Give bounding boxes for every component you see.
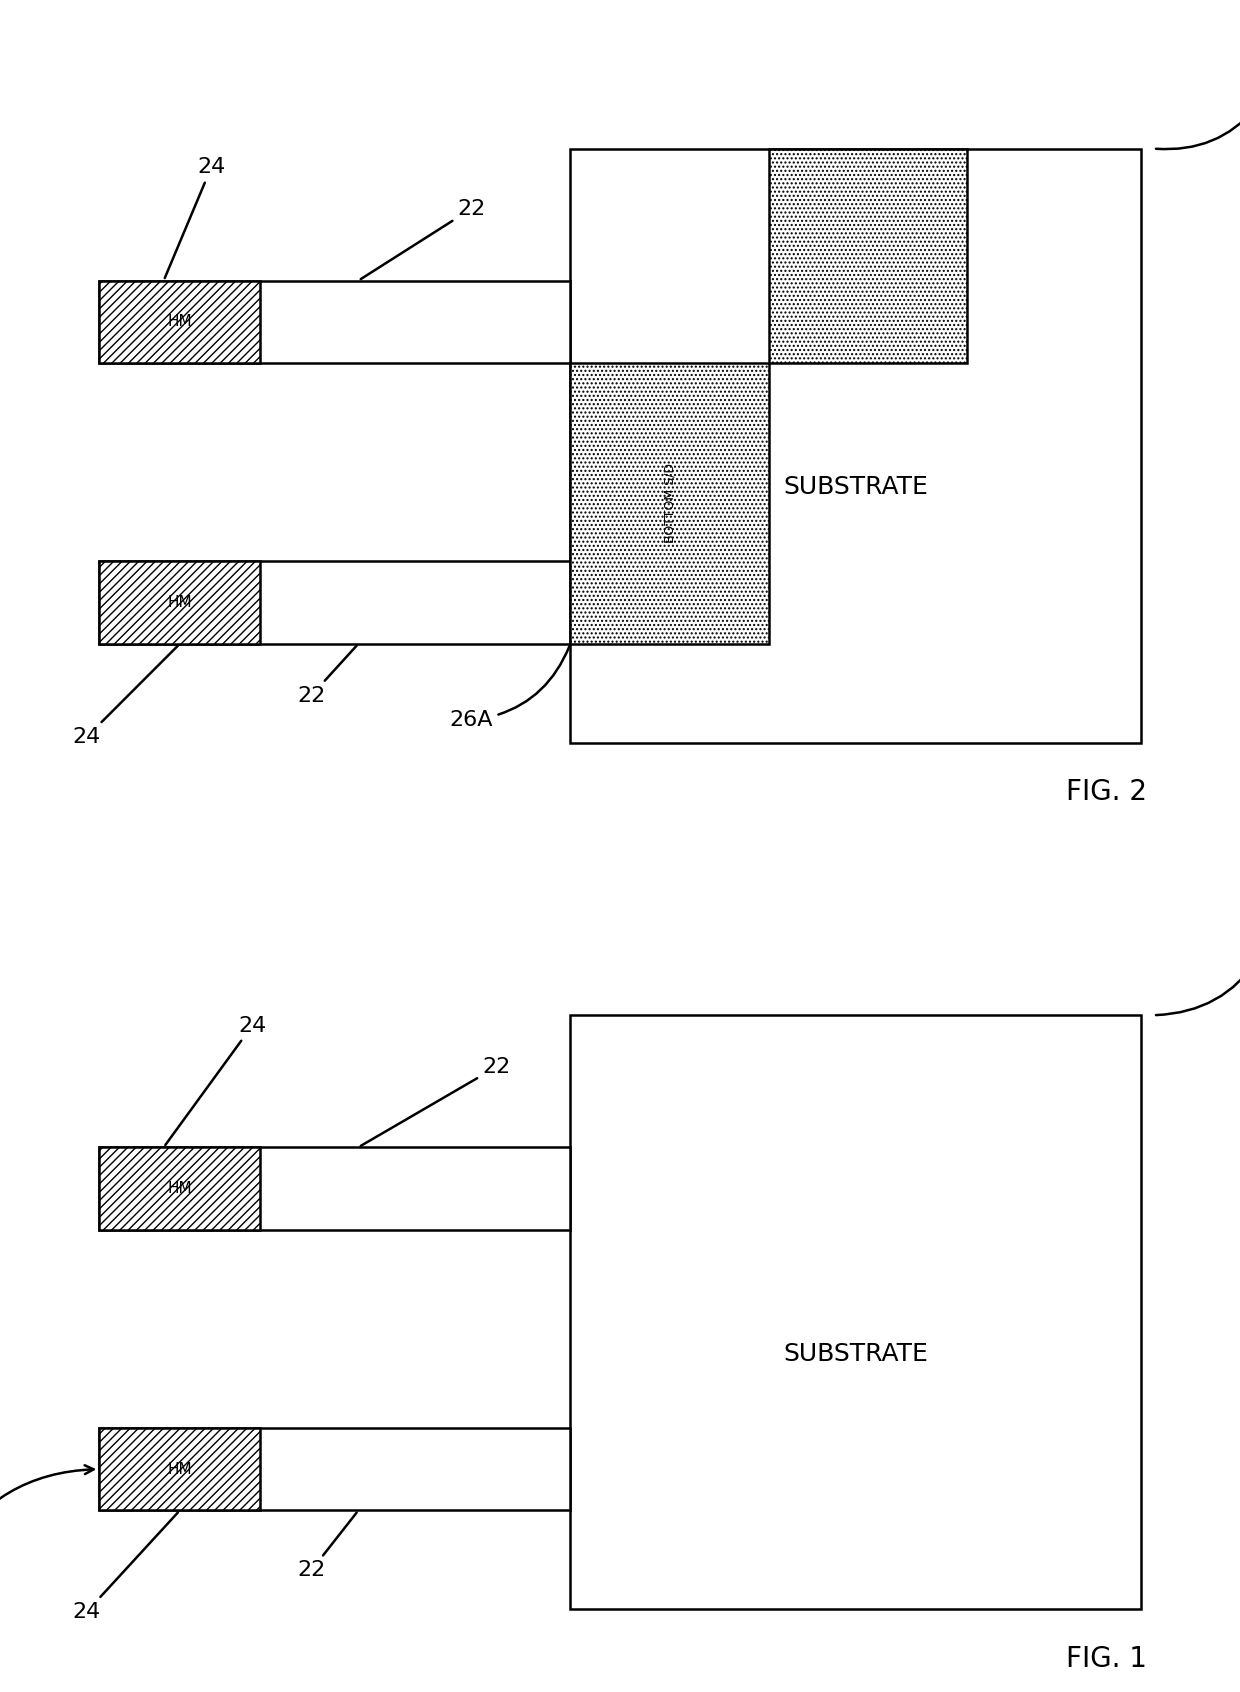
Polygon shape: [570, 1015, 1141, 1609]
Text: HM: HM: [167, 315, 192, 330]
Text: HM: HM: [167, 596, 192, 611]
Bar: [99, 1428, 260, 1511]
Bar: [99, 281, 260, 364]
Text: HM: HM: [167, 1181, 192, 1196]
Bar: [99, 1147, 570, 1230]
Text: 24: 24: [73, 646, 177, 746]
Text: 26A: 26A: [449, 646, 569, 731]
Text: 21: 21: [1156, 83, 1240, 149]
Text: 22: 22: [361, 1058, 511, 1145]
Polygon shape: [570, 149, 1141, 743]
Bar: [570, 364, 769, 643]
Text: SUBSTRATE: SUBSTRATE: [784, 475, 928, 499]
Bar: [99, 281, 570, 364]
Bar: [99, 1428, 570, 1511]
Text: 24: 24: [165, 157, 226, 277]
Bar: [99, 562, 570, 643]
Bar: [99, 562, 260, 643]
Text: 24: 24: [165, 1015, 267, 1145]
Text: 24: 24: [73, 1513, 177, 1621]
Text: FIG. 1: FIG. 1: [1066, 1645, 1147, 1673]
Text: 22: 22: [298, 1513, 357, 1580]
Text: 22: 22: [298, 646, 356, 706]
Text: 20: 20: [0, 1465, 94, 1580]
Text: 22: 22: [361, 198, 486, 279]
Text: BOTTOM S/D: BOTTOM S/D: [663, 464, 676, 543]
Text: HM: HM: [167, 1462, 192, 1477]
Text: FIG. 2: FIG. 2: [1066, 778, 1147, 807]
Bar: [769, 149, 967, 364]
Text: 21: 21: [1156, 934, 1240, 1015]
Text: SUBSTRATE: SUBSTRATE: [784, 1342, 928, 1365]
Bar: [99, 1147, 260, 1230]
